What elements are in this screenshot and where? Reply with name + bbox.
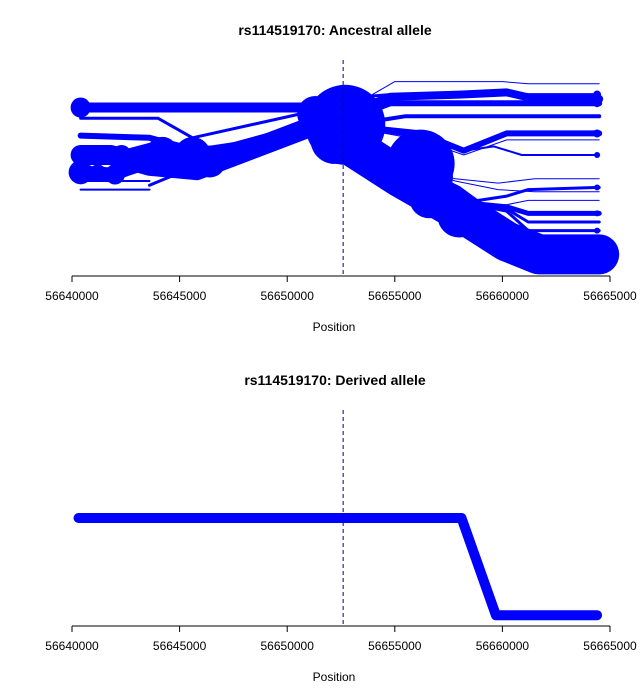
haplotype-node [74,514,83,522]
haplotype-path [335,121,603,154]
x-tick-label: 56655000 [368,639,422,653]
x-tick-label: 56645000 [153,289,207,303]
chart-title: rs114519170: Derived allele [244,372,426,388]
x-tick-label: 56665000 [583,289,637,303]
ancestral-allele-panel: rs114519170: Ancestral allele 56640000 56… [45,22,637,334]
x-tick-label: 56645000 [153,639,207,653]
haplotype-node [491,611,500,620]
haplotype-node [111,145,132,166]
haplotype-lines [73,513,603,621]
haplotype-node [593,611,602,620]
haplotype-path [79,103,341,140]
x-tick-label: 56660000 [476,289,530,303]
haplotype-node [594,152,601,159]
haplotype-node [582,246,607,271]
haplotype-path [338,81,600,115]
x-tick-label: 56650000 [261,639,315,653]
haplotype-node [593,99,602,108]
x-tick-label: 56660000 [476,639,530,653]
haplotype-node [89,164,106,181]
haplotype-node [593,129,602,138]
haplotype-node [105,164,126,185]
x-tick-label: 56655000 [368,289,422,303]
haplotype-node [492,223,521,252]
x-tick-label: 56665000 [583,639,637,653]
haplotype-node [146,136,179,169]
haplotype-nodes [68,84,607,271]
haplotype-node [193,145,226,178]
haplotype-path [334,88,604,121]
x-axis-label: Position [313,320,356,334]
haplotype-node [457,514,466,522]
x-axis-ticks: 56640000 56645000 56650000 56655000 56660000… [45,276,637,303]
x-tick-label: 56640000 [45,289,99,303]
haplotype-node [352,108,385,141]
haplotype-node [70,97,91,118]
x-axis-label: Position [313,670,356,684]
haplotype-node [594,184,601,191]
x-axis-ticks: 56640000 56645000 56650000 56655000 56660000… [45,626,637,653]
haplotype-node [310,115,359,164]
haplotype-node [437,193,482,238]
x-tick-label: 56650000 [261,289,315,303]
haplotype-node [594,210,601,217]
haplotype-node [594,227,601,234]
derived-allele-panel: rs114519170: Derived allele 56640000 5664… [45,372,637,684]
haplotype-node [593,90,602,99]
haplotype-nodes [74,514,602,620]
haplotype-path [73,513,603,621]
x-tick-label: 56640000 [45,639,99,653]
chart-title: rs114519170: Ancestral allele [238,22,432,38]
haplotype-node [68,160,93,185]
haplotype-node [526,246,551,271]
